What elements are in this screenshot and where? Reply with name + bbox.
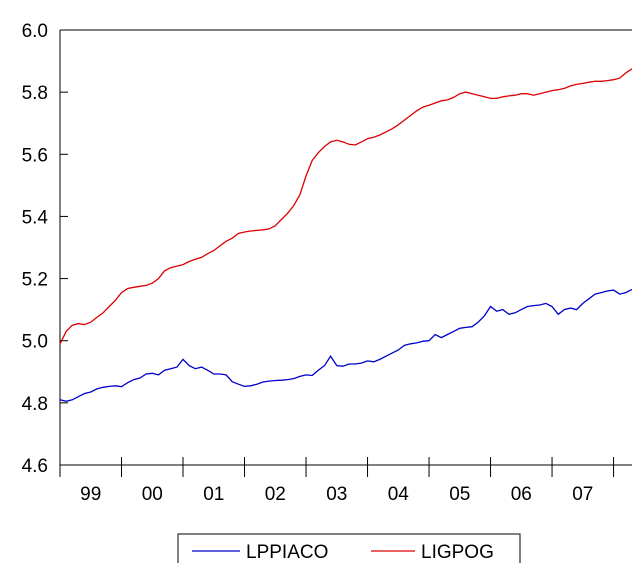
y-tick-label: 6.0 bbox=[22, 21, 48, 42]
series-lines bbox=[59, 68, 632, 402]
legend-label-ligpog: LIGPOG bbox=[421, 542, 494, 563]
x-tick-label: 03 bbox=[326, 484, 347, 505]
y-tick-label: 5.4 bbox=[22, 207, 49, 228]
x-tick-label: 02 bbox=[265, 484, 286, 505]
legend-label-lppiaco: LPPIACO bbox=[246, 542, 328, 563]
y-tick-label: 5.8 bbox=[22, 83, 48, 104]
x-tick-label: 99 bbox=[80, 484, 101, 505]
y-tick-label: 5.2 bbox=[22, 270, 48, 291]
legend: LPPIACO LIGPOG bbox=[177, 533, 521, 563]
x-tick-label: 07 bbox=[572, 484, 593, 505]
x-axis: 99 00 01 02 03 04 05 06 07 bbox=[59, 457, 615, 505]
series-line-lppiaco bbox=[59, 288, 632, 402]
x-tick-label: 01 bbox=[203, 484, 224, 505]
x-tick-label: 06 bbox=[511, 484, 532, 505]
y-tick-label: 5.6 bbox=[22, 145, 48, 166]
y-tick-label: 4.6 bbox=[22, 456, 48, 477]
legend-box bbox=[177, 533, 521, 563]
plot-frame bbox=[59, 29, 632, 466]
y-axis: 4.6 4.8 5.0 5.2 5.4 5.6 5.8 6.0 bbox=[22, 21, 68, 477]
x-tick-label: 05 bbox=[449, 484, 470, 505]
series-line-ligpog bbox=[59, 68, 632, 345]
x-tick-label: 00 bbox=[142, 484, 163, 505]
y-tick-label: 5.0 bbox=[22, 332, 48, 353]
x-tick-label: 04 bbox=[388, 484, 410, 505]
y-tick-label: 4.8 bbox=[22, 394, 48, 415]
